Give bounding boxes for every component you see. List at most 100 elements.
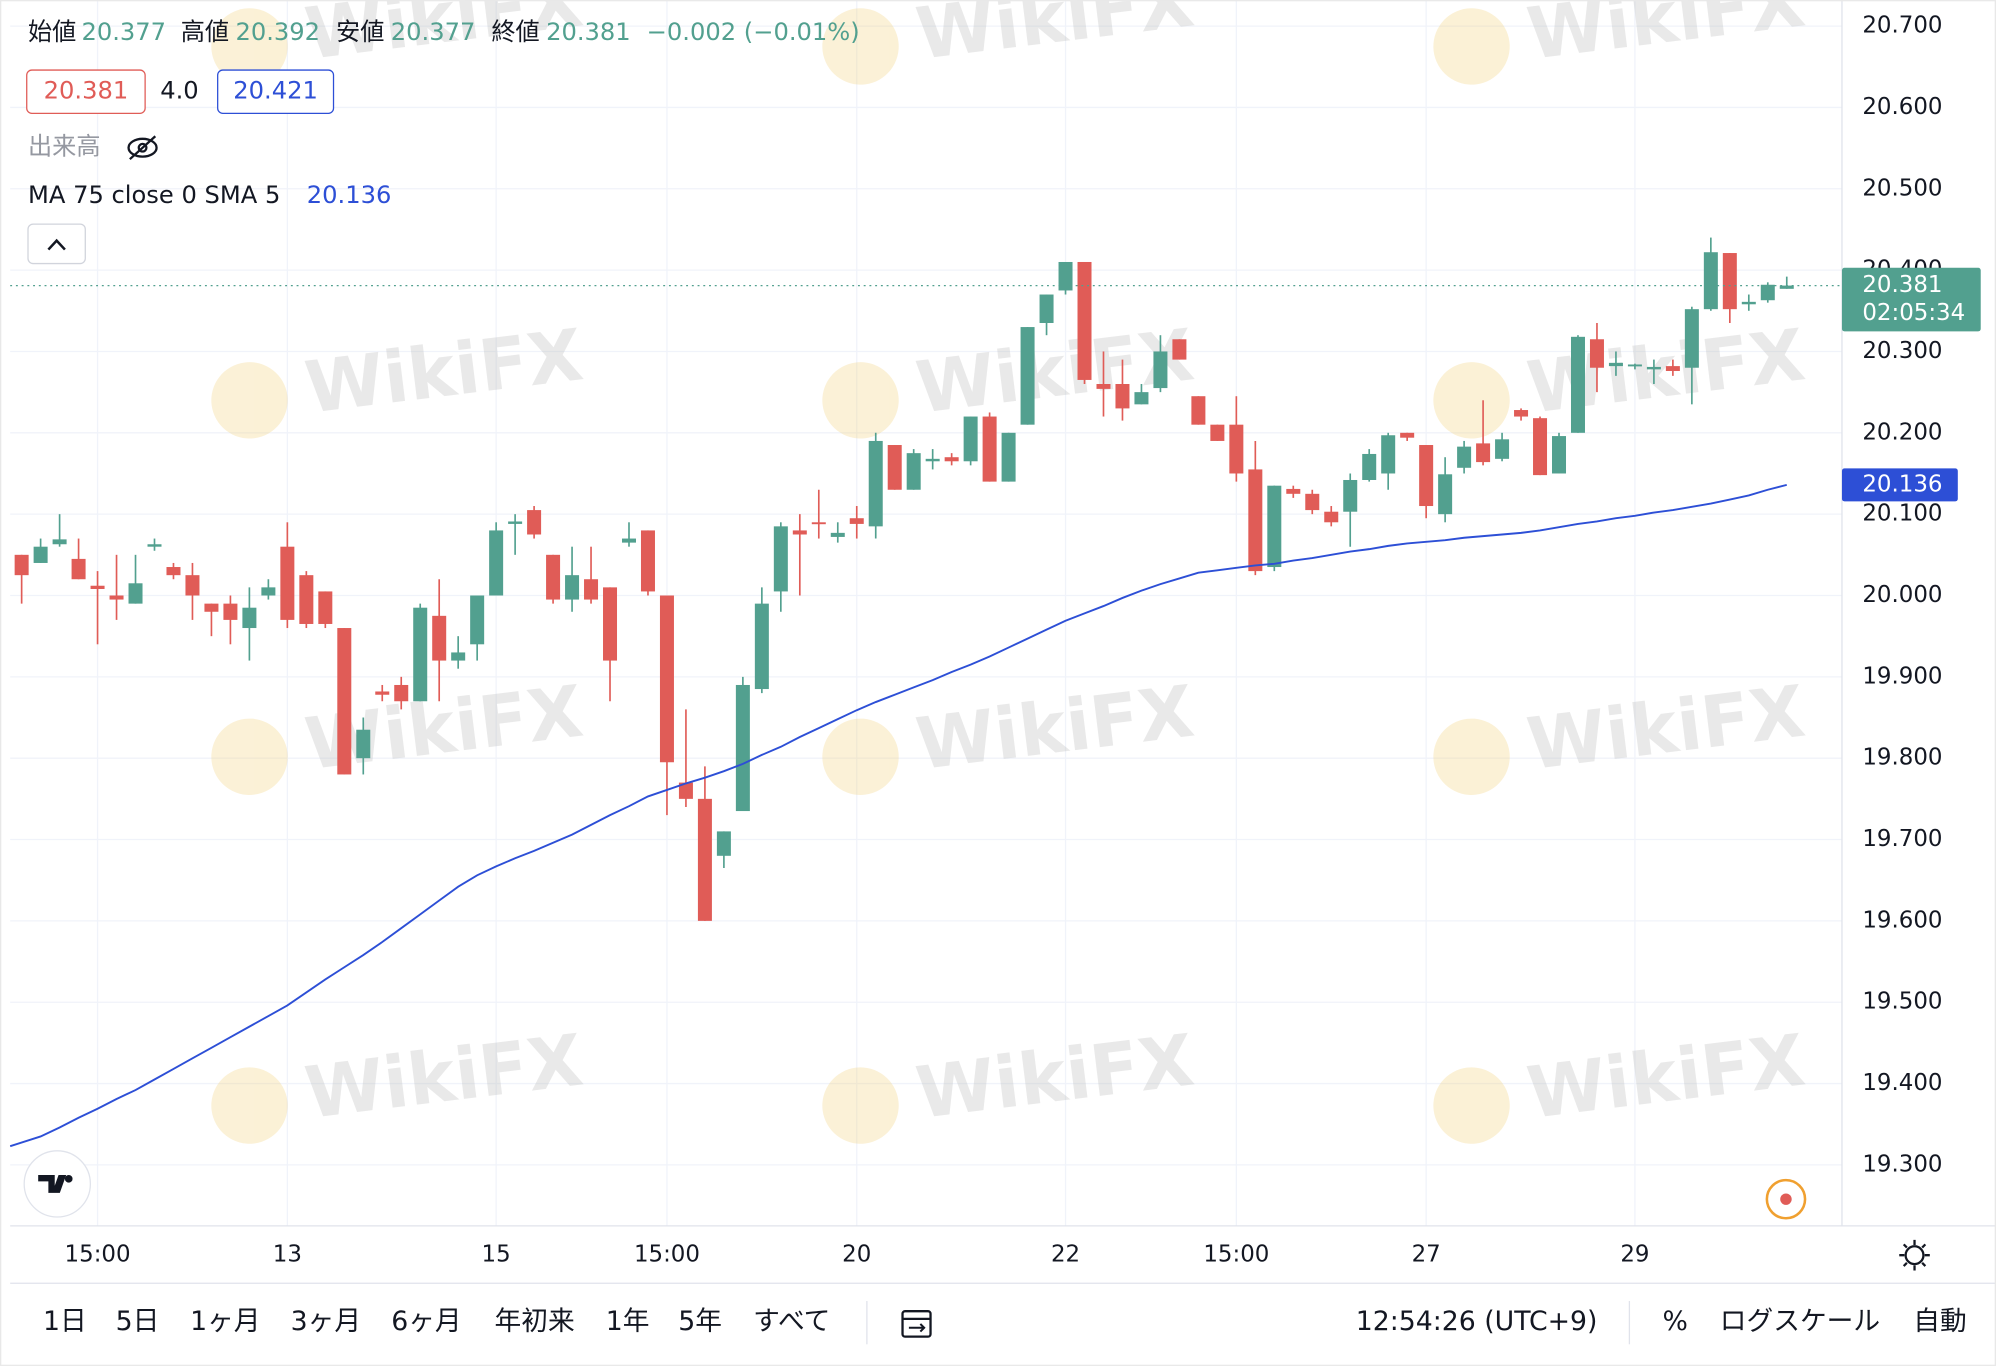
y-tick-label: 19.800 bbox=[1862, 745, 1942, 771]
watermark-logo bbox=[211, 1067, 288, 1144]
legend-label: 始値 bbox=[28, 18, 76, 46]
watermark-logo bbox=[1433, 362, 1510, 439]
range-button[interactable]: 3ヶ月 bbox=[291, 1306, 361, 1337]
range-button[interactable]: 1年 bbox=[606, 1306, 650, 1337]
candle-body bbox=[147, 544, 162, 547]
candle-body bbox=[1589, 339, 1604, 368]
candle-body bbox=[413, 607, 428, 702]
spread: 4.0 bbox=[160, 77, 198, 105]
log-toggle[interactable]: ログスケール bbox=[1720, 1306, 1880, 1337]
x-tick-label: 29 bbox=[1620, 1242, 1649, 1268]
candle-body bbox=[754, 603, 769, 690]
range-button[interactable]: 5年 bbox=[678, 1306, 722, 1337]
legend-value: 20.381 bbox=[546, 18, 631, 46]
watermark-logo bbox=[1433, 8, 1510, 85]
legend-value: 20.377 bbox=[81, 18, 166, 46]
candle-body bbox=[1533, 418, 1548, 476]
range-button[interactable]: 年初来 bbox=[495, 1306, 575, 1337]
candle-body bbox=[299, 575, 314, 624]
bid-box[interactable] bbox=[26, 69, 146, 114]
range-button[interactable]: 1日 bbox=[43, 1306, 87, 1337]
candle-body bbox=[1343, 479, 1358, 512]
grid bbox=[10, 0, 1842, 1226]
candle-body bbox=[887, 445, 902, 490]
candle-body bbox=[90, 585, 105, 589]
legend-label: 高値 bbox=[181, 18, 229, 46]
candle-body bbox=[1476, 443, 1491, 463]
range-button[interactable]: 6ヶ月 bbox=[391, 1306, 461, 1337]
hide-icon[interactable] bbox=[127, 135, 158, 161]
candle-body bbox=[1646, 366, 1661, 370]
candle-body bbox=[678, 782, 693, 799]
y-tick-label: 19.500 bbox=[1862, 989, 1942, 1015]
collapse-icon bbox=[47, 238, 66, 251]
candle-body bbox=[1703, 252, 1718, 310]
collapse-button[interactable] bbox=[27, 223, 86, 265]
y-tick-label: 20.000 bbox=[1862, 582, 1942, 608]
candle-body bbox=[470, 595, 485, 645]
price-tag-countdown: 02:05:34 bbox=[1862, 300, 1965, 326]
candle-body bbox=[1514, 410, 1529, 417]
candle-body bbox=[451, 652, 466, 661]
candle-body bbox=[868, 440, 883, 527]
candle-body bbox=[1457, 446, 1472, 468]
candle-body bbox=[128, 583, 143, 604]
watermark-logo bbox=[1433, 1067, 1510, 1144]
candle-body bbox=[1362, 453, 1377, 480]
legend: 始値 20.377 高値 20.392 安値 20.377 終値 20.381 … bbox=[26, 18, 860, 265]
legend-label: 安値 bbox=[336, 18, 384, 46]
watermark-logo bbox=[211, 8, 288, 85]
candle-body bbox=[1665, 366, 1680, 371]
candle-body bbox=[982, 416, 997, 482]
settings-icon[interactable] bbox=[1899, 1239, 1930, 1271]
x-tick-label: 15:00 bbox=[634, 1242, 700, 1268]
price-tag-value: 20.381 bbox=[1862, 272, 1942, 298]
candle-body bbox=[1172, 339, 1187, 360]
y-tick-label: 20.300 bbox=[1862, 338, 1942, 364]
candle-body bbox=[1305, 493, 1320, 511]
candle-body bbox=[280, 546, 295, 620]
candle-body bbox=[659, 595, 674, 763]
candle-body bbox=[1552, 436, 1567, 474]
range-button[interactable]: 5日 bbox=[116, 1306, 160, 1337]
candle-body bbox=[1608, 362, 1623, 367]
candle-body bbox=[337, 628, 352, 775]
candle-body bbox=[925, 458, 940, 462]
range-button[interactable]: すべて bbox=[753, 1306, 830, 1337]
x-tick-label: 22 bbox=[1051, 1242, 1080, 1268]
candle-body bbox=[1779, 285, 1794, 289]
x-tick-label: 15 bbox=[482, 1242, 511, 1268]
ma-tag bbox=[1841, 468, 1958, 502]
watermark-logo bbox=[211, 718, 288, 795]
date-range-icon[interactable] bbox=[901, 1310, 932, 1338]
candle-body bbox=[1229, 424, 1244, 474]
candle-body bbox=[1020, 327, 1035, 425]
legend-value: 20.392 bbox=[235, 18, 320, 46]
candle-body bbox=[1134, 392, 1149, 405]
legend-label: 終値 bbox=[491, 18, 539, 46]
y-tick-label: 20.100 bbox=[1862, 501, 1942, 527]
x-tick-label: 20 bbox=[842, 1242, 871, 1268]
candle-body bbox=[944, 457, 959, 462]
tv-logo bbox=[23, 1150, 92, 1218]
ma-line bbox=[9, 483, 1788, 1148]
percent-toggle[interactable]: % bbox=[1663, 1306, 1688, 1337]
toolbar: 12:54:26 (UTC+9) % ログスケール 自動 1日 5日 1ヶ月 3ヶ月 6… bbox=[43, 1301, 1967, 1345]
ask-box[interactable] bbox=[217, 69, 335, 114]
candle-body bbox=[963, 416, 978, 462]
alert-dot bbox=[1780, 1193, 1792, 1205]
candle-body bbox=[185, 575, 200, 596]
y-tick-label: 19.700 bbox=[1862, 826, 1942, 852]
candle-body bbox=[640, 530, 655, 592]
ma-label: MA 75 close 0 SMA 5 bbox=[28, 181, 280, 209]
auto-toggle[interactable]: 自動 bbox=[1913, 1306, 1966, 1337]
legend-change: −0.002 (−0.01%) bbox=[647, 18, 860, 46]
candle-body bbox=[1495, 439, 1510, 459]
candle-body bbox=[33, 546, 48, 563]
candle-body bbox=[1096, 384, 1111, 389]
candle-body bbox=[109, 595, 124, 600]
range-button[interactable]: 1ヶ月 bbox=[190, 1306, 260, 1337]
candle-body bbox=[811, 522, 826, 525]
